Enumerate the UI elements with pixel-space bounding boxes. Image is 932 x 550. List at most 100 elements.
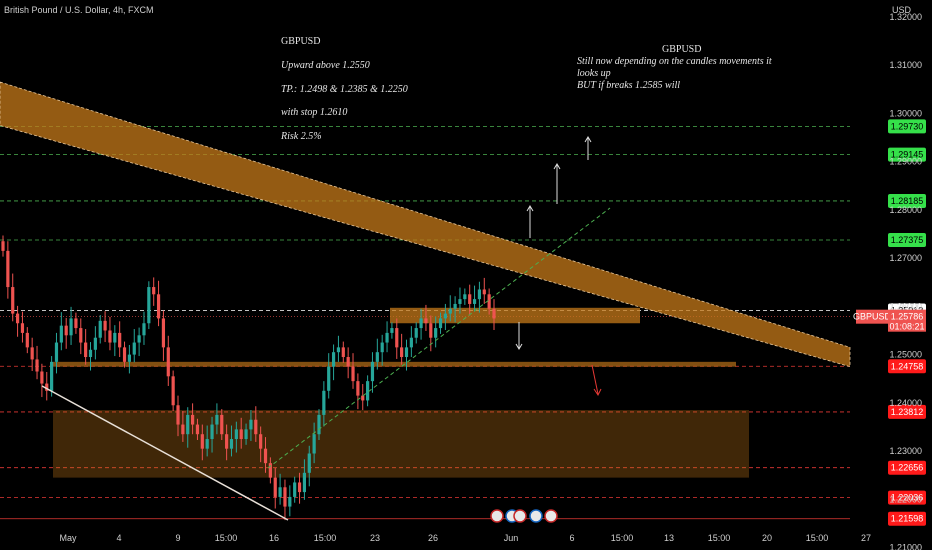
candle-body [156, 294, 161, 319]
candle-body [409, 337, 413, 348]
candle-body [200, 434, 204, 449]
candle-body [424, 318, 428, 324]
level-badge [888, 511, 926, 526]
candle-body [137, 335, 141, 343]
candle-body [351, 366, 355, 382]
candle-body [346, 357, 350, 367]
candle-body [122, 347, 127, 362]
event-flag-icon[interactable] [490, 509, 504, 523]
event-flag-icon[interactable] [529, 509, 543, 523]
lower-trendline[interactable] [41, 385, 289, 521]
candle-body [297, 482, 302, 493]
event-flag-icon[interactable] [513, 509, 527, 523]
note-right-line-2: looks up [577, 68, 611, 79]
trade-note-right[interactable]: GBPUSD Still now depending on the candle… [577, 44, 772, 91]
time-axis[interactable]: May 4 9 15:00 16 15:00 23 26 Jun 6 15:00 13 15:00 20 1… [59, 533, 871, 543]
candle-body [492, 308, 496, 319]
note-left-line-1: Upward above 1.2550 [281, 60, 370, 71]
candle-body [176, 405, 180, 425]
candle-body [443, 313, 447, 319]
candles [1, 235, 496, 521]
candle-body [181, 424, 185, 435]
level-badge-label: 1.22656 [891, 463, 924, 473]
level-badge [888, 359, 926, 374]
current-price-badge [888, 309, 926, 332]
down-arrow-2-head [593, 388, 602, 396]
candle-body [69, 318, 73, 336]
price-tick-label: 1.26000 [889, 301, 922, 311]
candle-body [161, 318, 166, 348]
down-arrow-2 [591, 364, 599, 395]
price-tick-label: 1.28000 [889, 205, 922, 215]
candle-body [293, 482, 297, 497]
price-tick-label: 1.24000 [889, 398, 922, 408]
candle-body [234, 429, 238, 440]
candle-body [205, 439, 209, 449]
candle-body [254, 419, 258, 435]
current-symbol-label: GBPUSD [853, 312, 892, 322]
candle-body [127, 354, 131, 362]
event-flag-icon[interactable] [544, 509, 558, 523]
candle-body [84, 342, 88, 358]
candle-body [225, 434, 229, 449]
candle-body [400, 347, 404, 358]
price-tick-label: 1.21000 [889, 543, 922, 550]
price-tick-label: 1.29000 [889, 157, 922, 167]
candle-body [263, 448, 268, 464]
time-tick-label: 27 [861, 533, 871, 543]
support-zone-2[interactable] [53, 361, 736, 367]
candle-body [429, 323, 433, 338]
candle-body [448, 308, 452, 314]
price-tick-label: 1.23000 [889, 446, 922, 456]
candle-body [366, 381, 370, 401]
support-zone-1[interactable] [390, 307, 640, 324]
time-tick-label: 15:00 [708, 533, 731, 543]
candle-body [307, 453, 311, 473]
economic-events[interactable] [490, 509, 558, 523]
candle-body [487, 294, 491, 309]
plot-area[interactable] [0, 0, 850, 525]
candle-body [244, 429, 248, 440]
time-tick-label: 15:00 [611, 533, 634, 543]
descending-channel-zone[interactable] [0, 81, 851, 368]
candle-body [390, 328, 394, 333]
level-badge-label: 1.22036 [891, 493, 924, 503]
candle-body [25, 332, 29, 348]
rising-trendline[interactable] [267, 207, 611, 469]
candle-body [370, 361, 375, 382]
price-tick-label: 1.22000 [889, 494, 922, 504]
level-badge-label: 1.27375 [891, 235, 924, 245]
level-badge-label: 1.29730 [891, 121, 924, 131]
time-tick-label: 6 [569, 533, 574, 543]
level-badge-label: 1.24758 [891, 361, 924, 371]
time-tick-label: May [59, 533, 77, 543]
level-badge-label: 1.23812 [891, 407, 924, 417]
level-badge-label: 1.29145 [891, 150, 924, 160]
candle-body [327, 366, 331, 391]
price-axis[interactable]: USD 1.297301.291451.281851.273751.259131… [853, 5, 926, 550]
candle-body [152, 287, 156, 295]
candle-body [385, 332, 389, 343]
level-badge [888, 193, 926, 208]
note-right-line-3: BUT if breaks 1.2585 will [577, 80, 680, 91]
candle-body [15, 313, 20, 324]
candle-body [220, 414, 224, 435]
support-zone-3[interactable] [53, 410, 749, 478]
candle-body [74, 318, 78, 329]
candle-body [278, 487, 282, 497]
level-badge [888, 233, 926, 248]
candle-body [419, 318, 423, 329]
candle-body [6, 250, 10, 288]
level-badge-label: 1.28185 [891, 196, 924, 206]
candle-body [434, 328, 438, 338]
candle-body [322, 390, 326, 415]
candle-body [331, 352, 336, 367]
candle-body [302, 472, 307, 493]
candle-body [45, 383, 49, 391]
candle-body [249, 419, 253, 430]
candle-body [50, 361, 54, 391]
trade-note-left[interactable]: GBPUSD Upward above 1.2550 TP.: 1.2498 &… [280, 36, 408, 142]
time-tick-label: 26 [428, 533, 438, 543]
candle-body [404, 347, 409, 358]
